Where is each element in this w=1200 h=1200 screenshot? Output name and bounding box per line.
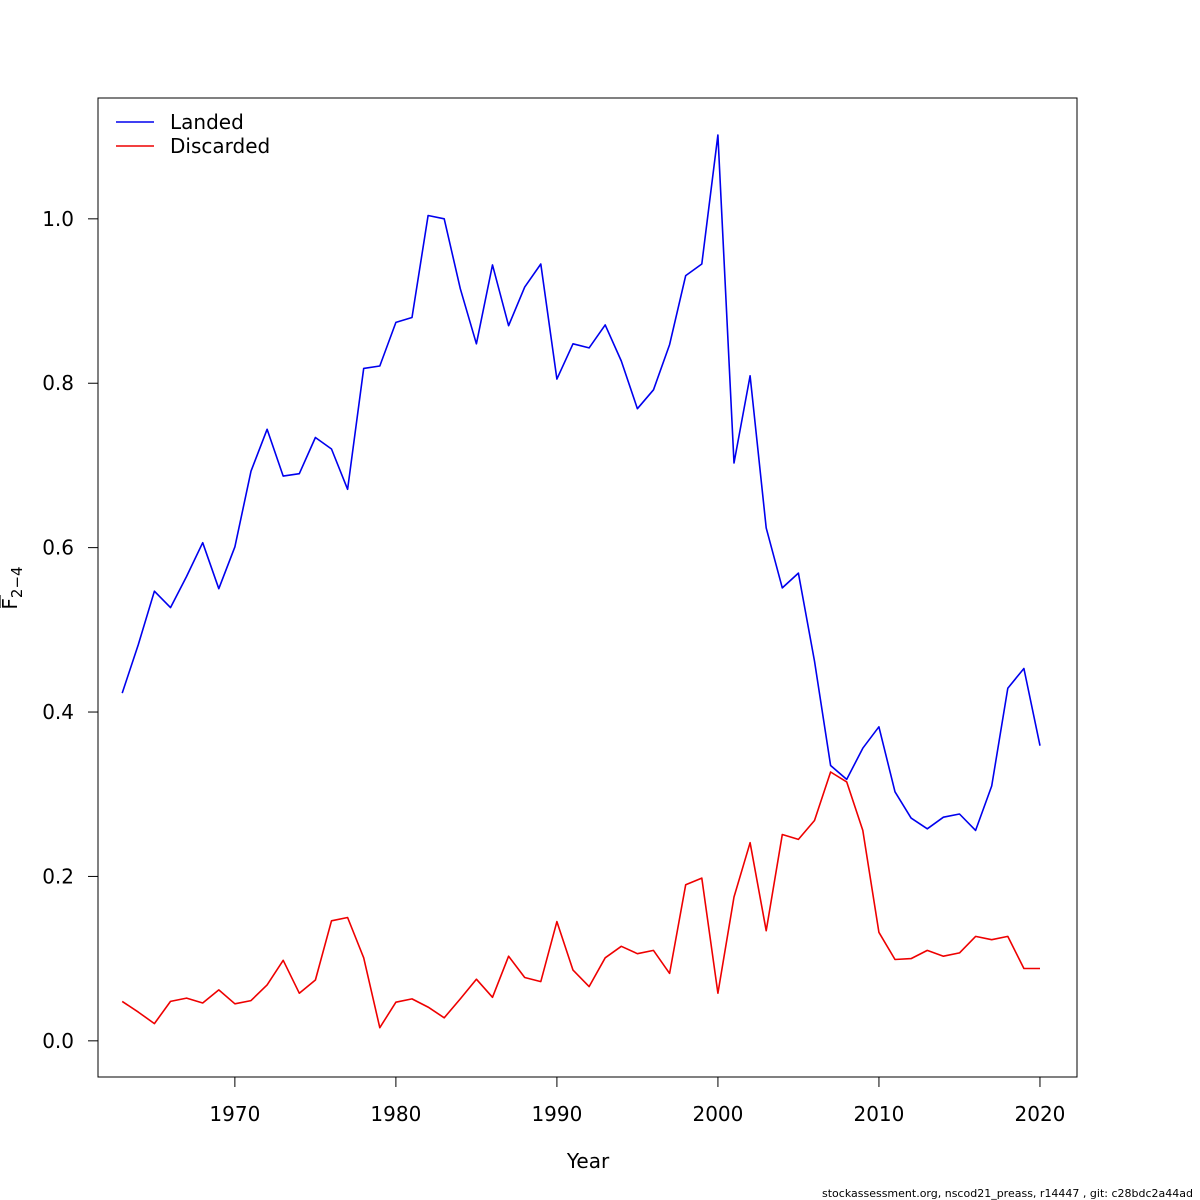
y-axis-label: F2−4: [0, 566, 26, 610]
y-tick-label: 0.0: [42, 1029, 74, 1053]
x-axis-label: Year: [566, 1149, 610, 1173]
y-tick-label: 0.4: [42, 700, 74, 724]
x-axis: 1970 1980 1990 2000 2010 2020: [209, 1076, 1066, 1126]
y-tick-label: 1.0: [42, 207, 74, 231]
svg-text:F2−4: F2−4: [0, 566, 26, 609]
legend-label-landed: Landed: [170, 110, 244, 134]
legend: Landed Discarded: [116, 110, 270, 158]
series-layer: [121, 134, 1041, 1029]
footer-text: stockassessment.org, nscod21_preass, r14…: [822, 1187, 1193, 1200]
series-line-landed: [121, 134, 1041, 832]
x-tick-label: 2000: [692, 1102, 743, 1126]
x-tick-label: 1980: [370, 1102, 421, 1126]
legend-label-discarded: Discarded: [170, 134, 270, 158]
y-axis: 0.0 0.2 0.4 0.6 0.8 1.0: [42, 207, 99, 1053]
y-tick-label: 0.8: [42, 371, 74, 395]
x-tick-label: 1990: [531, 1102, 582, 1126]
x-tick-label: 1970: [209, 1102, 260, 1126]
x-tick-label: 2020: [1015, 1102, 1066, 1126]
y-tick-label: 0.2: [42, 864, 74, 888]
plot-frame: [97, 97, 1078, 1078]
y-axis-label-sub: 2−4: [8, 566, 26, 598]
x-tick-label: 2010: [853, 1102, 904, 1126]
y-axis-label-main: F: [0, 598, 22, 610]
series-line-discarded: [121, 771, 1040, 1029]
y-tick-label: 0.6: [42, 536, 74, 560]
